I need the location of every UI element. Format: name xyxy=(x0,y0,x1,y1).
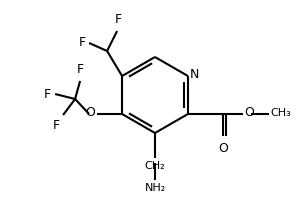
Text: CH₃: CH₃ xyxy=(270,108,291,118)
Text: NH₂: NH₂ xyxy=(144,183,166,193)
Text: F: F xyxy=(79,36,86,48)
Text: O: O xyxy=(218,142,228,155)
Text: O: O xyxy=(85,106,95,119)
Text: F: F xyxy=(76,63,84,76)
Text: O: O xyxy=(244,106,254,119)
Text: F: F xyxy=(44,88,51,100)
Text: N: N xyxy=(190,68,199,82)
Text: CH₂: CH₂ xyxy=(145,161,165,171)
Text: F: F xyxy=(53,119,60,132)
Text: F: F xyxy=(115,13,122,26)
